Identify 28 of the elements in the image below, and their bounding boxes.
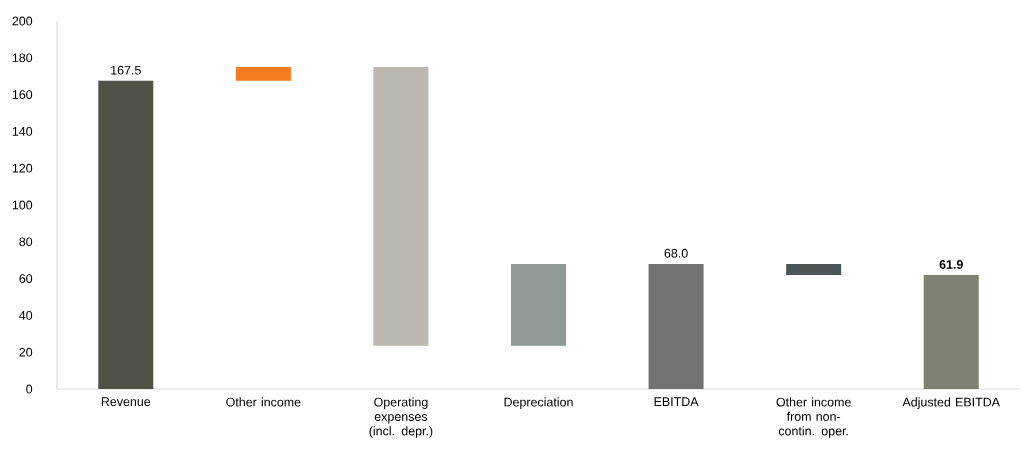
x-tick-label: Adjusted EBITDA [902, 397, 1000, 409]
y-tick-label: 40 [19, 311, 33, 320]
y-tick-label: 20 [19, 347, 33, 357]
y-tick-label: 120 [12, 163, 33, 173]
bar [510, 263, 567, 346]
y-tick-label: 200 [12, 16, 33, 26]
y-tick-label: 180 [12, 53, 33, 63]
y-tick-label: 100 [12, 200, 33, 210]
x-tick-label: Other income [226, 397, 301, 407]
y-tick-label: 160 [12, 90, 33, 100]
bar [786, 263, 842, 276]
bar [98, 80, 154, 389]
data-label: 167.5 [111, 65, 141, 75]
x-tick-label: Operating expenses (incl. depr.) [369, 397, 433, 438]
x-tick-label: EBITDA [654, 397, 699, 406]
x-tick-label: Revenue [101, 397, 151, 407]
x-tick-label: Depreciation [504, 397, 573, 409]
bar [373, 67, 429, 346]
y-tick-label: 80 [19, 237, 33, 247]
y-tick-label: 140 [12, 127, 33, 136]
data-label: 68.0 [664, 248, 688, 258]
x-tick-label: Other income from non-contin. oper. [776, 397, 851, 438]
data-label: 61.9 [939, 260, 963, 269]
bar [648, 263, 704, 389]
y-tick-label: 0 [26, 384, 33, 394]
bar [923, 275, 979, 389]
y-tick-label: 60 [19, 274, 33, 284]
bar [235, 67, 291, 81]
